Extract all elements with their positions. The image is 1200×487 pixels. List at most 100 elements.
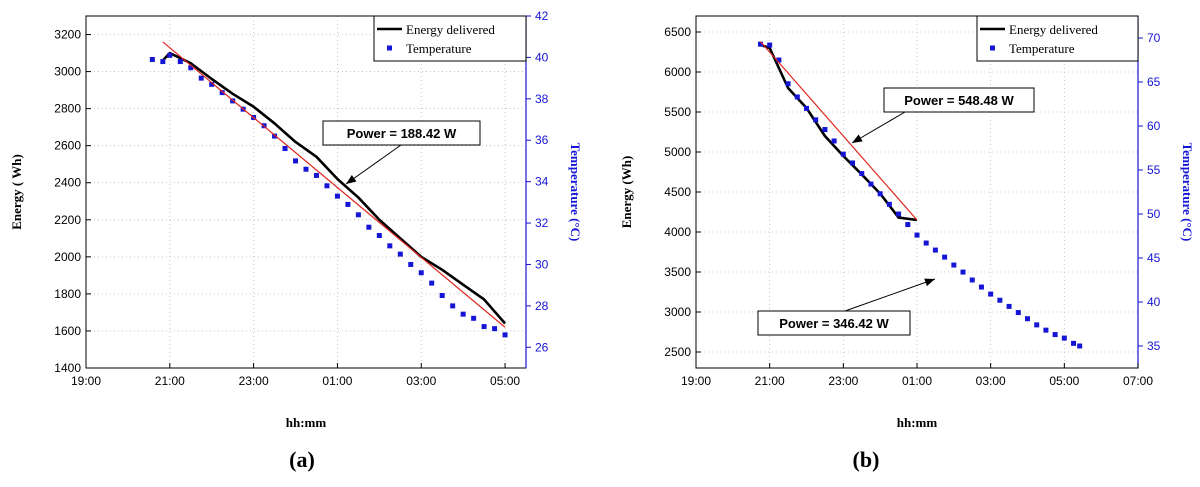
temperature-point	[502, 332, 508, 338]
temperature-point	[1071, 340, 1077, 346]
annotation-arrowhead	[346, 174, 357, 184]
y2-tick-label: 26	[535, 340, 549, 354]
temperature-point	[822, 127, 828, 133]
y-tick-label: 3500	[664, 265, 691, 279]
temperature-point	[188, 65, 194, 71]
temperature-point	[450, 303, 456, 309]
temperature-point	[757, 41, 763, 47]
temperature-point	[914, 232, 920, 238]
temperature-point	[439, 293, 445, 299]
temperature-point	[794, 94, 800, 100]
y2-tick-label: 50	[1147, 207, 1161, 221]
y2-tick-label: 55	[1147, 163, 1161, 177]
y-tick-label: 5000	[664, 145, 691, 159]
y-tick-label: 3000	[54, 65, 81, 79]
energy-line	[161, 51, 507, 325]
chart-panel-2: 19:00 21:00 23:00 01:00 03:00 05:00 07:00 2500 3…	[619, 15, 1195, 472]
temperature-point	[988, 291, 994, 297]
temperature-point	[355, 212, 361, 218]
temperature-point	[418, 270, 424, 276]
temperature-point	[776, 57, 782, 63]
temperature-point	[951, 262, 957, 268]
y2-axis-title: Temperature (°C)	[1180, 143, 1195, 242]
annotation-text: Power = 548.48 W	[904, 93, 1014, 108]
temperature-point	[868, 181, 874, 187]
x-tick-label: 23:00	[828, 374, 858, 388]
x-tick-label: 05:00	[1049, 374, 1079, 388]
x-tick-label: 19:00	[681, 374, 711, 388]
temperature-point	[366, 224, 372, 230]
y-tick-label: 2800	[54, 102, 81, 116]
x-tick-label: 03:00	[976, 374, 1006, 388]
y-tick-label: 2200	[54, 213, 81, 227]
temperature-point	[313, 172, 319, 178]
legend-label: Energy delivered	[1009, 22, 1098, 37]
y2-tick-label: 28	[535, 299, 549, 313]
legend-marker	[990, 45, 995, 51]
y-tick-label: 4000	[664, 225, 691, 239]
y-tick-label: 2500	[664, 345, 691, 359]
x-tick-label: 19:00	[71, 374, 101, 388]
chart-panel-1: 19:00 21:00 23:00 01:00 03:00 05:00 1400 1600 18…	[9, 9, 583, 472]
annotation-text: Power = 346.42 W	[779, 316, 889, 331]
y2-tick-label: 45	[1147, 251, 1161, 265]
y-tick-label: 2600	[54, 139, 81, 153]
plot-frame	[85, 15, 527, 369]
y2-tick-label: 40	[1147, 295, 1161, 309]
temperature-point	[460, 311, 466, 317]
y-tick-label: 6000	[664, 65, 691, 79]
legend-label: Temperature	[406, 41, 472, 56]
x-tick-label: 21:00	[755, 374, 785, 388]
temperature-point	[859, 171, 865, 177]
temperature-point	[1006, 303, 1012, 309]
x-axis-title: hh:mm	[286, 415, 327, 430]
x-tick-label: 05:00	[490, 374, 520, 388]
temperature-point	[785, 81, 791, 87]
x-tick-label: 07:00	[1123, 374, 1153, 388]
legend-label: Energy delivered	[406, 22, 495, 37]
temperature-point	[282, 146, 288, 152]
y2-tick-label: 35	[1147, 339, 1161, 353]
temperature-point	[209, 81, 215, 87]
temperature-point	[886, 201, 892, 207]
legend-box	[976, 15, 1139, 62]
temperature-point	[167, 52, 173, 58]
temperature-point	[1077, 343, 1083, 349]
y-tick-label: 5500	[664, 105, 691, 119]
temperature-point	[831, 138, 837, 144]
y2-tick-label: 60	[1147, 119, 1161, 133]
temperature-point	[376, 232, 382, 238]
temperature-point	[767, 42, 773, 48]
y-tick-label: 1800	[54, 287, 81, 301]
temperature-point	[932, 247, 938, 253]
annotation-box	[883, 87, 1035, 113]
y-axis-title: Energy ( Wh)	[9, 154, 24, 230]
temperature-point	[219, 90, 225, 96]
temperature-point	[804, 105, 809, 111]
fit-line	[760, 41, 918, 221]
temperature-point	[969, 277, 975, 283]
x-tick-label: 01:00	[902, 374, 932, 388]
temperature-point	[334, 193, 340, 199]
temperature-point	[471, 315, 477, 321]
temperature-point	[408, 261, 414, 267]
temperature-point	[345, 201, 351, 207]
legend-box	[373, 15, 527, 62]
temperature-point	[492, 326, 498, 332]
annotation-box	[757, 310, 911, 336]
annotation-box	[322, 120, 481, 146]
temperature-point	[481, 324, 487, 330]
temperature-point	[324, 183, 330, 189]
y-tick-label: 6500	[664, 25, 691, 39]
y-tick-label: 3200	[54, 28, 81, 42]
y2-tick-label: 36	[535, 133, 549, 147]
y-tick-label: 2400	[54, 176, 81, 190]
temperature-point	[160, 59, 166, 65]
temperature-point	[429, 280, 435, 286]
y2-tick-label: 32	[535, 216, 549, 230]
temperature-point	[850, 160, 856, 166]
temperature-point	[905, 222, 911, 228]
x-tick-label: 03:00	[406, 374, 436, 388]
annotation-arrow	[844, 278, 936, 312]
